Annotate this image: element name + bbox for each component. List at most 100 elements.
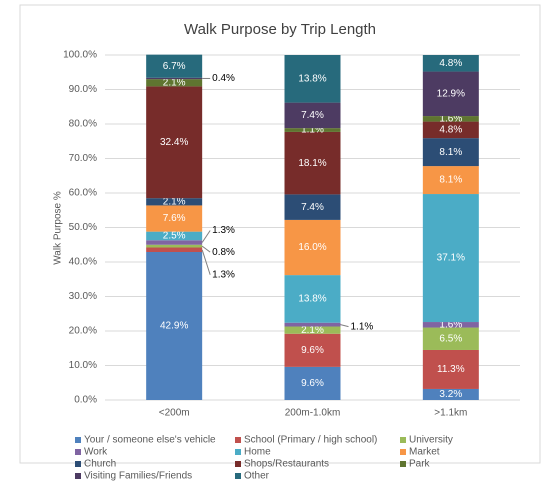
- data-label: 9.6%: [301, 378, 324, 389]
- data-label: 1.3%: [212, 225, 235, 236]
- legend-label: Your / someone else's vehicle: [84, 435, 216, 446]
- y-tick-label: 10.0%: [69, 360, 97, 371]
- legend-label: Work: [84, 447, 108, 458]
- data-label: 32.4%: [160, 137, 188, 148]
- leader-line: [201, 245, 211, 253]
- data-label: 4.8%: [439, 58, 462, 69]
- data-label: 2.1%: [301, 325, 324, 336]
- bar-segment: [284, 55, 341, 103]
- legend-swatch: [235, 473, 241, 479]
- data-label: 13.8%: [298, 294, 326, 305]
- y-tick-label: 20.0%: [69, 326, 97, 337]
- x-tick-label: >1.1km: [434, 408, 467, 419]
- bar-segment: [422, 116, 479, 122]
- data-label: 7.4%: [301, 202, 324, 213]
- legend-label: School (Primary / high school): [244, 435, 377, 446]
- legend-label: Home: [244, 447, 271, 458]
- y-tick-label: 80.0%: [69, 119, 97, 130]
- data-label: 1.1%: [301, 125, 324, 136]
- data-label: 7.6%: [163, 213, 186, 224]
- legend-label: Church: [84, 459, 116, 470]
- y-tick-label: 30.0%: [69, 291, 97, 302]
- bar-segment: [422, 327, 479, 350]
- legend-label: Shops/Restaurants: [244, 459, 329, 470]
- legend-swatch: [400, 437, 406, 443]
- bar-segment: [422, 121, 479, 139]
- bar-segment: [422, 138, 479, 167]
- data-label: 2.1%: [163, 77, 186, 88]
- data-label: 0.4%: [212, 73, 235, 84]
- data-label: 3.2%: [439, 389, 462, 400]
- bar-segment: [146, 77, 203, 80]
- legend-swatch: [235, 437, 241, 443]
- legend-swatch: [75, 449, 81, 455]
- legend-swatch: [400, 449, 406, 455]
- bar-segment: [422, 71, 479, 117]
- bar-segment: [146, 247, 203, 252]
- bar-segment: [146, 244, 203, 248]
- legend-label: University: [409, 435, 453, 446]
- bar-segment: [284, 366, 341, 400]
- bar-segment: [284, 322, 341, 327]
- leader-line: [201, 249, 211, 275]
- legend-label: Park: [409, 459, 431, 470]
- data-label: 6.7%: [163, 61, 186, 72]
- data-label: 7.4%: [301, 110, 324, 121]
- data-label: 1.6%: [439, 113, 462, 124]
- data-label: 12.9%: [437, 88, 465, 99]
- leader-line: [340, 324, 349, 328]
- bar-segment: [284, 128, 341, 132]
- data-label: 1.1%: [351, 321, 374, 332]
- bar-segment: [146, 86, 203, 199]
- bar-segment: [422, 388, 479, 400]
- data-label: 13.8%: [298, 73, 326, 84]
- legend-label: Visiting Families/Friends: [84, 471, 192, 482]
- y-axis-title: Walk Purpose %: [53, 191, 64, 265]
- data-label: 0.8%: [212, 247, 235, 258]
- data-label: 4.8%: [439, 125, 462, 136]
- data-label: 11.3%: [437, 364, 465, 375]
- data-label: 2.5%: [163, 231, 186, 242]
- bar-segment: [146, 251, 203, 400]
- data-label: 42.9%: [160, 321, 188, 332]
- bar-segment: [146, 54, 203, 78]
- data-label: 16.0%: [298, 242, 326, 253]
- data-label: 6.5%: [439, 333, 462, 344]
- data-label: 1.3%: [212, 269, 235, 280]
- legend-swatch: [235, 461, 241, 467]
- y-tick-label: 50.0%: [69, 222, 97, 233]
- data-label: 9.6%: [301, 345, 324, 356]
- data-label: 37.1%: [437, 253, 465, 264]
- chart-title: Walk Purpose by Trip Length: [184, 21, 376, 38]
- y-tick-label: 90.0%: [69, 84, 97, 95]
- y-tick-label: 40.0%: [69, 257, 97, 268]
- legend-swatch: [75, 473, 81, 479]
- data-label: 8.1%: [439, 147, 462, 158]
- bar-segment: [146, 231, 203, 241]
- x-tick-label: <200m: [159, 408, 190, 419]
- legend-swatch: [400, 461, 406, 467]
- bar-segment: [422, 349, 479, 389]
- data-label: 18.1%: [298, 158, 326, 169]
- legend-swatch: [75, 461, 81, 467]
- bar-segment: [146, 79, 203, 87]
- bar-segment: [146, 198, 203, 206]
- leader-line: [201, 230, 211, 243]
- bar-segment: [284, 102, 341, 129]
- bar-segment: [422, 55, 479, 72]
- y-tick-label: 70.0%: [69, 153, 97, 164]
- legend-swatch: [235, 449, 241, 455]
- y-tick-label: 100.0%: [63, 50, 97, 61]
- legend-swatch: [75, 437, 81, 443]
- legend-label: Other: [244, 471, 270, 482]
- data-label: 8.1%: [439, 175, 462, 186]
- bar-segment: [284, 333, 341, 367]
- bar-segment: [284, 275, 341, 323]
- bar-segment: [146, 205, 203, 232]
- y-tick-label: 0.0%: [74, 395, 97, 406]
- legend-label: Market: [409, 447, 440, 458]
- bar-segment: [284, 326, 341, 334]
- bar-segment: [422, 166, 479, 195]
- bar-segment: [284, 219, 341, 276]
